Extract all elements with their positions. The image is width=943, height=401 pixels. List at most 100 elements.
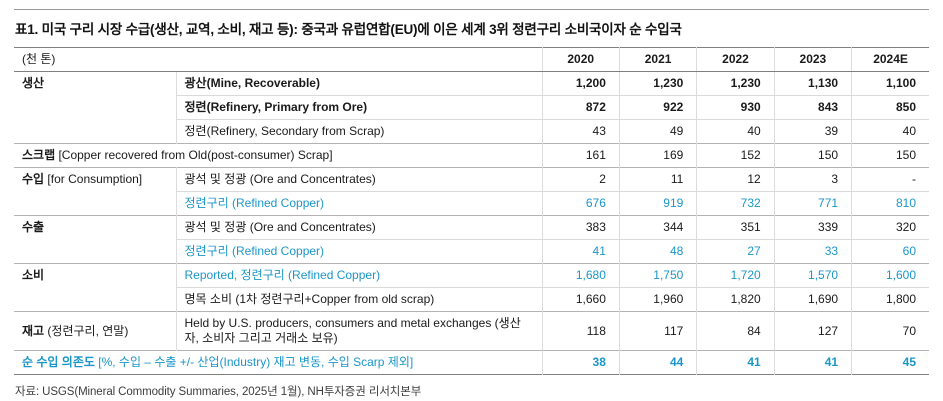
value-cell: 1,130: [774, 71, 853, 96]
value-cell: 1,800: [851, 287, 929, 312]
value-cell: 320: [851, 215, 929, 240]
value-cell: 169: [619, 143, 698, 168]
row-category-note: [for Consumption]: [44, 172, 143, 186]
value-cell: 127: [774, 311, 853, 351]
value-cell: 1,230: [696, 71, 775, 96]
value-cell: 161: [542, 143, 620, 168]
value-cell: 70: [851, 311, 929, 351]
value-cell: 383: [542, 215, 620, 240]
value-cell: 676: [542, 191, 620, 216]
row-label: 정련구리 (Refined Copper): [176, 191, 543, 216]
category-cell: 수입 [for Consumption]: [14, 167, 177, 216]
value-cell: 150: [774, 143, 853, 168]
value-cell: 771: [774, 191, 853, 216]
year-header: 2023: [774, 47, 853, 72]
value-cell: 84: [696, 311, 775, 351]
year-header: 2024E: [851, 47, 929, 72]
row-label: 광석 및 정광 (Ore and Concentrates): [176, 215, 543, 240]
row-label: 정련(Refinery, Secondary from Scrap): [176, 119, 543, 144]
row-category: 수입: [22, 172, 45, 186]
category-cell: 스크랩 [Copper recovered from Old(post-cons…: [14, 143, 543, 168]
row-category: 스크랩: [22, 148, 56, 162]
top-divider: [14, 9, 929, 10]
value-cell: -: [851, 167, 929, 192]
value-cell: 351: [696, 215, 775, 240]
value-cell: 1,720: [696, 263, 775, 288]
row-category: 순 수입 의존도: [22, 355, 95, 369]
value-cell: 810: [851, 191, 929, 216]
value-cell: 1,820: [696, 287, 775, 312]
value-cell: 850: [851, 95, 929, 120]
row-label: 정련(Refinery, Primary from Ore): [176, 95, 543, 120]
value-cell: 1,100: [851, 71, 929, 96]
row-label: Reported, 정련구리 (Refined Copper): [176, 263, 543, 288]
row-label: 정련구리 (Refined Copper): [176, 239, 543, 264]
category-cell: 수출: [14, 215, 177, 264]
value-cell: 39: [774, 119, 853, 144]
table-row: 정련(Refinery, Primary from Ore) 872 922 930 8…: [14, 95, 929, 120]
row-category-note: [Copper recovered from Old(post-consumer…: [55, 148, 333, 162]
value-cell: 41: [542, 239, 620, 264]
value-cell: 38: [542, 350, 620, 375]
row-category-note: [%, 수입 – 수출 +/- 산업(Industry) 재고 변동, 수입 S…: [94, 355, 414, 369]
value-cell: 27: [696, 239, 775, 264]
value-cell: 930: [696, 95, 775, 120]
value-cell: 41: [774, 350, 853, 375]
table-row: 명목 소비 (1차 정련구리+Copper from old scrap) 1,6…: [14, 287, 929, 312]
value-cell: 43: [542, 119, 620, 144]
table-row: 생산 광산(Mine, Recoverable) 1,200 1,230 1,230 1,…: [14, 71, 929, 144]
unit-label: (천 톤): [14, 47, 543, 72]
table-title: 표1. 미국 구리 시장 수급(생산, 교역, 소비, 재고 등): 중국과 유…: [15, 22, 682, 37]
category-cell: 생산: [14, 71, 177, 144]
value-cell: 45: [851, 350, 929, 375]
value-cell: 843: [774, 95, 853, 120]
category-cell: 소비: [14, 263, 177, 312]
value-cell: 117: [619, 311, 698, 351]
year-header: 2022: [696, 47, 775, 72]
row-category: 수출: [22, 220, 45, 234]
value-cell: 872: [542, 95, 620, 120]
year-header: 2020: [542, 47, 620, 72]
value-cell: 11: [619, 167, 698, 192]
value-cell: 49: [619, 119, 698, 144]
row-label: Held by U.S. producers, consumers and me…: [176, 311, 543, 351]
table-row: 재고 (정련구리, 연말) Held by U.S. producers, con…: [14, 311, 929, 351]
table-row: 정련구리 (Refined Copper) 676 919 732 771 810: [14, 191, 929, 216]
value-cell: 1,660: [542, 287, 620, 312]
source-note: 자료: USGS(Mineral Commodity Summaries, 20…: [15, 386, 422, 398]
category-cell: 순 수입 의존도 [%, 수입 – 수출 +/- 산업(Industry) 재고…: [14, 350, 543, 375]
value-cell: 1,690: [774, 287, 853, 312]
row-label: 광산(Mine, Recoverable): [176, 71, 543, 96]
value-cell: 339: [774, 215, 853, 240]
table-row: 순 수입 의존도 [%, 수입 – 수출 +/- 산업(Industry) 재고…: [14, 350, 929, 375]
table-row: 수출 광석 및 정광 (Ore and Concentrates) 383 344 35…: [14, 215, 929, 264]
value-cell: 40: [696, 119, 775, 144]
value-cell: 1,230: [619, 71, 698, 96]
row-label: 명목 소비 (1차 정련구리+Copper from old scrap): [176, 287, 543, 312]
table-row: 소비 Reported, 정련구리 (Refined Copper) 1,680 1,…: [14, 263, 929, 312]
value-cell: 344: [619, 215, 698, 240]
row-category: 재고: [22, 323, 45, 338]
value-cell: 41: [696, 350, 775, 375]
value-cell: 12: [696, 167, 775, 192]
row-category-note: (정련구리, 연말): [44, 323, 129, 338]
value-cell: 922: [619, 95, 698, 120]
value-cell: 118: [542, 311, 620, 351]
value-cell: 152: [696, 143, 775, 168]
value-cell: 3: [774, 167, 853, 192]
value-cell: 1,200: [542, 71, 620, 96]
value-cell: 150: [851, 143, 929, 168]
us-copper-market-table: (천 톤) 2020 2021 2022 2023 2024E 생산 광산(Mine, R…: [14, 47, 929, 375]
row-category: 소비: [22, 268, 45, 282]
row-category: 생산: [22, 76, 45, 90]
value-cell: 919: [619, 191, 698, 216]
value-cell: 1,570: [774, 263, 853, 288]
value-cell: 1,680: [542, 263, 620, 288]
value-cell: 1,960: [619, 287, 698, 312]
value-cell: 40: [851, 119, 929, 144]
category-cell: 재고 (정련구리, 연말): [14, 311, 177, 351]
value-cell: 60: [851, 239, 929, 264]
value-cell: 1,600: [851, 263, 929, 288]
value-cell: 2: [542, 167, 620, 192]
